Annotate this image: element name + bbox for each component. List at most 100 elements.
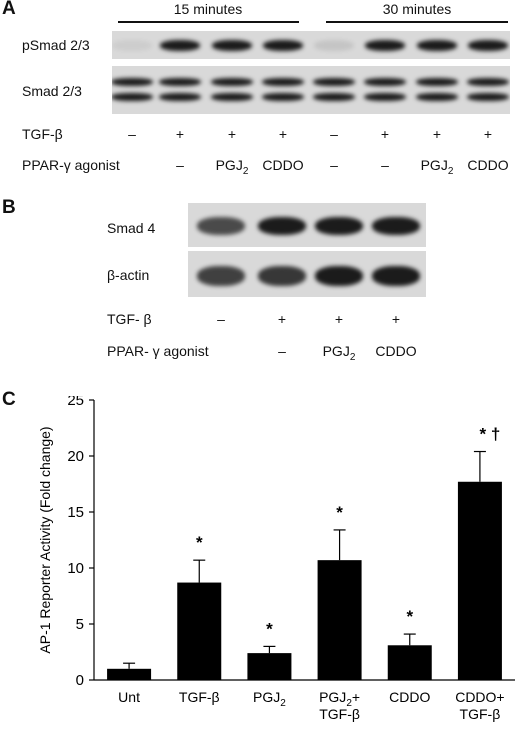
smad23-band-2-1 — [159, 78, 201, 86]
x-tick-label-4-line-2: TGF-β — [319, 706, 360, 722]
y-tick-label-5: 5 — [76, 616, 84, 633]
smad23-band-5-1 — [313, 78, 355, 86]
panel-b-tgf-lane-4: + — [391, 311, 401, 327]
annotation-2: * — [196, 533, 203, 552]
smad23-band-4-2 — [262, 93, 304, 101]
x-tick-label-2: TGF-β — [179, 689, 220, 705]
annotation-6: * † — [480, 425, 501, 444]
row-label-smad23: Smad 2/3 — [22, 83, 82, 99]
psmad-blot — [112, 31, 510, 59]
panel-a-agonist-lane-2: – — [176, 157, 184, 173]
smad4-band-3 — [315, 217, 363, 235]
y-tick-label-20: 20 — [67, 448, 84, 465]
bar-5 — [387, 645, 432, 680]
row-label-psmad: pSmad 2/3 — [22, 37, 90, 53]
smad4-blot — [188, 203, 426, 247]
smad23-band-4-1 — [262, 78, 304, 86]
agonist-label-a: PPAR-γ agonist — [22, 157, 120, 173]
y-tick-label-10: 10 — [67, 560, 84, 577]
row-label-smad4: Smad 4 — [107, 220, 156, 236]
annotation-5: * — [406, 607, 413, 626]
smad23-band-5-2 — [313, 93, 355, 101]
panel-a-tgf-lane-8: + — [483, 126, 493, 142]
smad4-band-2 — [258, 217, 306, 235]
panel-b-agonist-lane-4: CDDO — [375, 343, 417, 359]
smad4-band-1 — [197, 217, 245, 235]
x-tick-label-3: PGJ2 — [253, 689, 286, 709]
smad23-band-6-1 — [364, 78, 406, 86]
psmad-band-7 — [417, 40, 457, 51]
x-tick-label-1: Unt — [118, 689, 140, 705]
bar-1 — [107, 668, 152, 680]
smad23-band-1-2 — [112, 93, 153, 101]
y-tick-label-15: 15 — [67, 504, 84, 521]
smad23-band-1-1 — [112, 78, 153, 86]
psmad-band-6 — [365, 40, 405, 51]
panel-a-agonist-lane-6: – — [381, 157, 389, 173]
smad23-band-7-1 — [416, 78, 458, 86]
panel-a-tgf-lane-4: + — [278, 126, 288, 142]
panel-a-agonist-lane-7: PGJ2 — [420, 157, 454, 177]
smad23-blot — [112, 66, 510, 114]
annotation-3: * — [266, 619, 273, 638]
actin-band-2 — [258, 266, 306, 286]
psmad-band-8 — [468, 40, 508, 51]
psmad-band-3 — [212, 40, 252, 51]
x-tick-label-4: PGJ2+ — [319, 689, 360, 709]
ap1-bar-chart: 0 5 10 15 20 25 AP-1 Reporter Activity (Fold c… — [37, 396, 515, 722]
panel-a-tgf-lane-6: + — [380, 126, 390, 142]
time-label-15: 15 minutes — [173, 1, 243, 17]
panel-b-agonist-lane-2: – — [278, 343, 286, 359]
panel-b-tgf-lane-3: + — [334, 311, 344, 327]
row-label-actin: β-actin — [107, 267, 150, 283]
bar-3 — [247, 653, 292, 680]
time-label-30: 30 minutes — [382, 1, 452, 17]
y-tick-label-0: 0 — [76, 672, 84, 689]
actin-band-1 — [197, 266, 245, 286]
smad23-band-8-1 — [467, 78, 509, 86]
panel-b-tgf-lane-1: – — [217, 311, 225, 327]
actin-band-4 — [372, 266, 420, 286]
panel-a-letter: A — [2, 0, 16, 19]
panel-b-tgf-lane-2: + — [277, 311, 287, 327]
y-axis-label: AP-1 Reporter Activity (Fold change) — [37, 426, 53, 653]
x-tick-label-6: CDDO+ — [455, 689, 504, 705]
psmad-band-5 — [314, 40, 354, 51]
panel-a-agonist-lane-8: CDDO — [467, 157, 509, 173]
panel-b-letter: B — [2, 197, 16, 218]
actin-band-3 — [315, 266, 363, 286]
panel-a-tgf-lane-1: – — [128, 126, 136, 142]
panel-a-tgf-lane-2: + — [175, 126, 185, 142]
annotation-4: * — [336, 503, 343, 522]
panel-c-letter: C — [2, 389, 16, 410]
smad23-band-8-2 — [467, 93, 509, 101]
smad23-band-7-2 — [416, 93, 458, 101]
smad23-band-3-1 — [211, 78, 253, 86]
y-tick-label-25: 25 — [67, 396, 84, 409]
psmad-band-2 — [160, 40, 200, 51]
psmad-band-1 — [112, 40, 152, 51]
tgf-label-a: TGF-β — [22, 126, 63, 142]
smad23-band-3-2 — [211, 93, 253, 101]
tgf-label-b: TGF- β — [107, 311, 152, 327]
panel-a-tgf-lane-7: + — [432, 126, 442, 142]
smad23-band-2-2 — [159, 93, 201, 101]
bar-4 — [317, 560, 362, 680]
panel-a-agonist-lane-4: CDDO — [262, 157, 304, 173]
bar-2 — [177, 582, 222, 680]
smad23-band-6-2 — [364, 93, 406, 101]
panel-a-tgf-lane-3: + — [227, 126, 237, 142]
smad4-band-4 — [372, 217, 420, 235]
panel-b-agonist-lane-3: PGJ2 — [322, 343, 356, 363]
agonist-label-b: PPAR- γ agonist — [107, 343, 209, 359]
psmad-band-4 — [263, 40, 303, 51]
panel-a-tgf-lane-5: – — [330, 126, 338, 142]
x-tick-label-6-line-2: TGF-β — [460, 706, 501, 722]
time-bar-30 — [326, 21, 508, 23]
time-bar-15 — [118, 21, 299, 23]
panel-a-agonist-lane-5: – — [330, 157, 338, 173]
bar-6 — [457, 481, 502, 680]
panel-a-agonist-lane-3: PGJ2 — [215, 157, 249, 177]
actin-blot — [188, 251, 426, 297]
x-tick-label-5: CDDO — [389, 689, 430, 705]
